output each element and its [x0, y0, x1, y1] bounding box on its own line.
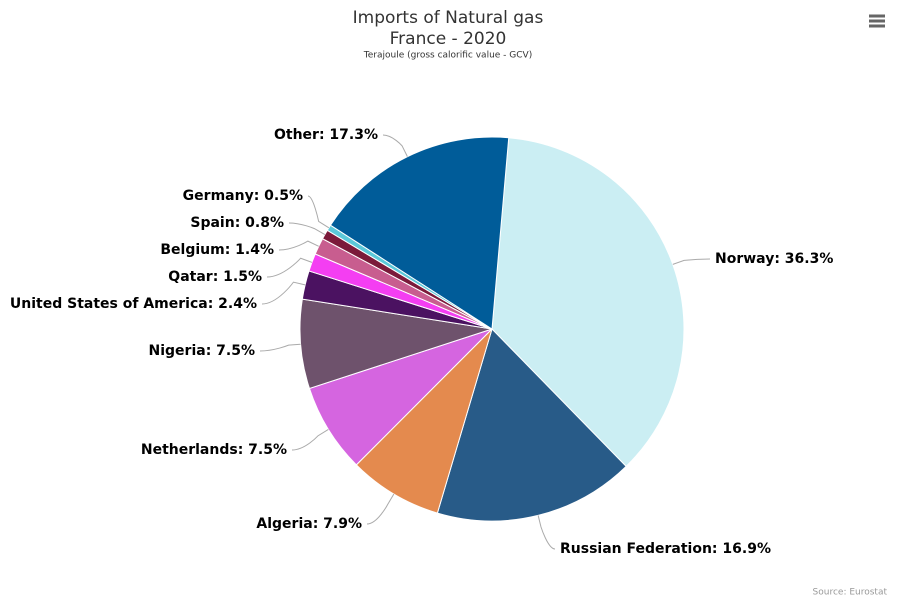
credits: Source: Eurostat: [813, 588, 888, 598]
connector: [366, 493, 395, 525]
data-label: Algeria: 7.9%: [256, 516, 362, 532]
data-label: Belgium: 1.4%: [160, 242, 274, 258]
data-label: Russian Federation: 16.9%: [560, 541, 771, 557]
connector: [288, 222, 326, 235]
data-label: Germany: 0.5%: [183, 188, 303, 204]
connector: [537, 515, 556, 550]
connector: [382, 134, 408, 157]
data-label: United States of America: 2.4%: [10, 296, 257, 312]
connector: [291, 429, 329, 451]
chart-title: France - 2020: [390, 29, 507, 49]
connector: [307, 195, 330, 229]
data-label: Netherlands: 7.5%: [141, 442, 287, 458]
data-label: Other: 17.3%: [274, 127, 378, 143]
connector: [672, 258, 711, 265]
pie-slice: Norway: [491, 137, 685, 468]
pie-slice: Algeria: [355, 328, 493, 514]
menu-button[interactable]: [866, 12, 888, 32]
data-label: Nigeria: 7.5%: [149, 343, 255, 359]
chart-subtitle: Terajoule (gross calorific value - GCV): [363, 51, 532, 61]
connector: [278, 240, 319, 251]
data-label: Spain: 0.8%: [190, 215, 284, 231]
data-label: Norway: 36.3%: [715, 251, 833, 267]
pie-slice: Other: [329, 136, 510, 330]
pie-slice: Russian Federation: [436, 328, 627, 522]
connector: [266, 257, 313, 278]
connector: [259, 343, 301, 352]
connector: [261, 281, 306, 305]
data-label: Qatar: 1.5%: [168, 269, 262, 285]
chart-title: Imports of Natural gas: [353, 8, 544, 28]
